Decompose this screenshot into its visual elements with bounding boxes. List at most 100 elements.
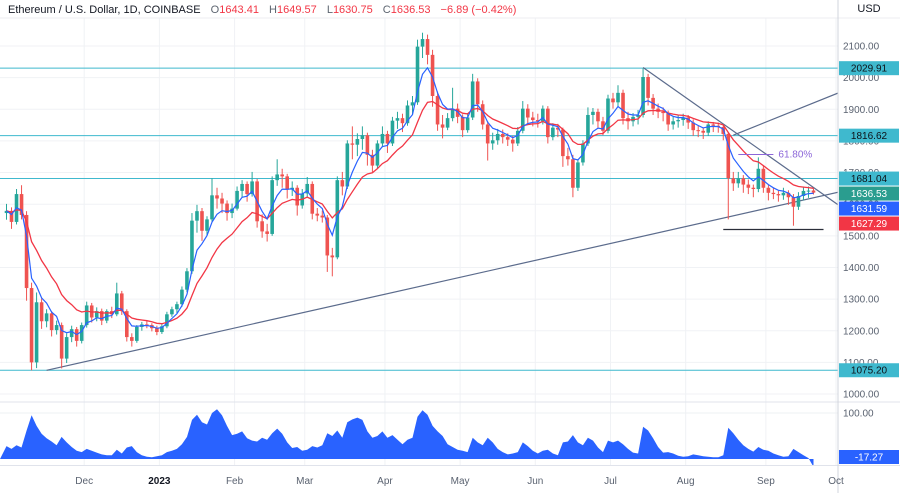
candle [726, 133, 731, 179]
candle [541, 108, 545, 122]
candle [345, 143, 350, 187]
candle [791, 197, 796, 207]
time-tick-label: May [451, 476, 470, 487]
ma-fast-line [6, 66, 814, 336]
candle [114, 293, 119, 315]
candle [536, 120, 540, 122]
candle [315, 213, 320, 216]
candle [29, 288, 34, 363]
candle [646, 77, 650, 98]
price-change: −6.89 (−0.42%) [440, 4, 517, 16]
candle [711, 124, 716, 126]
candle [525, 108, 530, 118]
candle [380, 133, 385, 144]
trendline-descending-resistance[interactable] [642, 67, 838, 206]
candle [240, 183, 244, 191]
time-tick-label: Aug [677, 476, 695, 487]
candle [475, 81, 480, 105]
candle [415, 46, 420, 103]
candle [500, 133, 505, 138]
price-tick-label: 1300.00 [843, 295, 880, 306]
time-tick-label: Feb [226, 476, 244, 487]
candle [200, 211, 204, 231]
candle [119, 293, 124, 312]
candle [450, 108, 455, 119]
time-tick-label: Dec [75, 476, 93, 487]
candle [706, 124, 711, 133]
oscillator-pane[interactable] [0, 409, 814, 467]
candle [215, 195, 219, 199]
candle [59, 325, 64, 359]
candle [395, 118, 400, 121]
price-label-text: 2029.91 [851, 64, 888, 75]
price-label-bg [839, 171, 899, 186]
candle [245, 183, 249, 195]
candle [636, 114, 640, 117]
candle [806, 190, 811, 192]
candle [235, 190, 239, 209]
price-label-bg [839, 450, 899, 464]
candle [160, 326, 164, 333]
candle [601, 121, 605, 131]
time-axis[interactable] [0, 466, 838, 493]
axis-price-label: 1075.20 [839, 363, 899, 378]
candle [460, 116, 465, 131]
candle [701, 130, 706, 133]
price-tick-label: 1900.00 [843, 105, 880, 116]
candle [99, 311, 104, 321]
axis-price-label: 1816.62 [839, 128, 899, 143]
candle [250, 181, 254, 195]
candle [185, 271, 189, 290]
fib-level-label: 61.80% [778, 150, 812, 161]
price-label-text: 1816.62 [851, 131, 888, 142]
price-label-text: 1681.04 [851, 174, 888, 185]
candle [531, 117, 535, 121]
candle [125, 311, 129, 338]
candle [686, 117, 690, 123]
price-tick-label: 2100.00 [843, 42, 880, 53]
candle [811, 190, 816, 193]
candle [571, 159, 575, 188]
candle [54, 325, 59, 331]
candle [44, 313, 49, 322]
candle [370, 154, 375, 166]
ohlc-high-label: H [269, 4, 277, 16]
trendline-ascending-support[interactable] [46, 191, 839, 371]
trendline-ascending-upper-right[interactable] [733, 92, 838, 136]
candle [375, 143, 380, 166]
axis-price-label: -17.27 [839, 450, 899, 464]
candle [430, 54, 435, 96]
candle [756, 168, 761, 190]
time-tick-label: Sep [757, 476, 775, 487]
candle [470, 81, 475, 118]
candle [24, 214, 29, 289]
ma-slow-line [6, 100, 814, 325]
price-label-text: -17.27 [855, 453, 884, 464]
main-chart-pane[interactable]: 61.80% [0, 32, 839, 371]
ohlc-close-value: 1636.53 [390, 4, 431, 16]
price-label-bg [839, 363, 899, 378]
candle [771, 192, 776, 195]
candle [776, 194, 781, 196]
candle [365, 135, 370, 155]
price-tick-label: 1000.00 [843, 390, 880, 401]
candle [130, 337, 134, 341]
candle [49, 313, 54, 331]
candle [495, 133, 500, 141]
axis-currency-label[interactable]: USD [857, 3, 881, 15]
candle [671, 121, 675, 125]
candle [190, 220, 194, 272]
price-label-bg [839, 201, 899, 216]
grid-lines [0, 18, 838, 465]
candle [420, 39, 425, 47]
candle [405, 105, 410, 124]
candle [9, 210, 14, 222]
candle [751, 187, 756, 190]
candle [445, 118, 450, 128]
price-label-text: 1636.53 [851, 189, 888, 200]
candle [425, 39, 430, 55]
axis-price-label: 2029.91 [839, 61, 899, 76]
symbol-title[interactable]: Ethereum / U.S. Dollar, 1D, COINBASE [8, 4, 201, 16]
